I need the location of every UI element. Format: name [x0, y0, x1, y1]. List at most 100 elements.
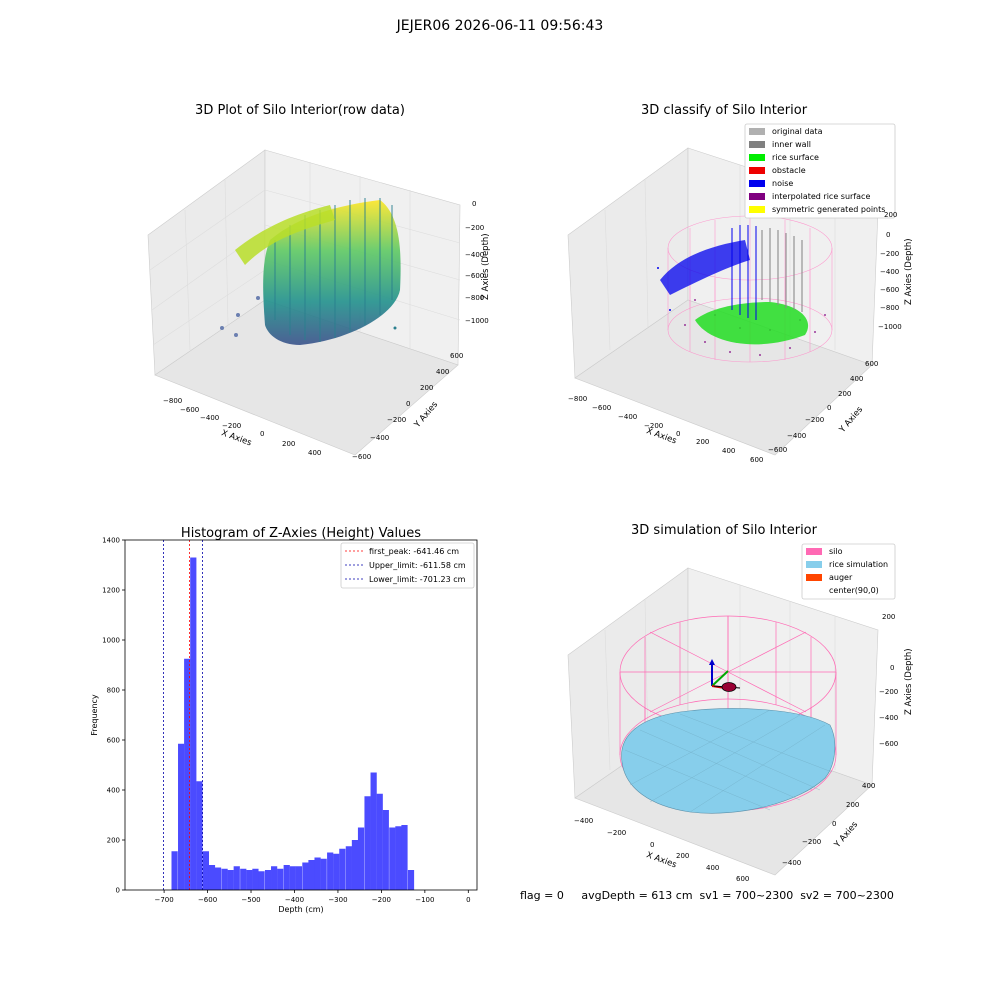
x-tick-label: −100 [415, 896, 434, 904]
raw-xtick: −600 [180, 406, 199, 414]
classify-xtick: −200 [644, 422, 663, 430]
legend-swatch [749, 206, 765, 213]
classify-xtick: −800 [568, 395, 587, 403]
simulation-ztick: −600 [879, 740, 898, 748]
classify-ztick: −600 [880, 286, 899, 294]
x-tick-label: −600 [198, 896, 217, 904]
histogram-bar [401, 825, 408, 890]
histogram-ylabel: Frequency [90, 694, 99, 736]
legend-swatch [749, 167, 765, 174]
simulation-ytick: −400 [782, 859, 801, 867]
histogram-bar [208, 865, 216, 890]
raw-ztick: −600 [465, 272, 484, 280]
classify-ztick: 200 [884, 211, 897, 219]
raw-ytick: 200 [420, 384, 433, 392]
histogram-bar [351, 840, 359, 890]
legend-swatch [749, 193, 765, 200]
histogram-bar [407, 870, 415, 890]
y-tick-label: 0 [116, 887, 120, 895]
histogram-bar [227, 870, 234, 890]
simulation-xtick: −200 [607, 829, 626, 837]
raw-xtick: −200 [222, 422, 241, 430]
histogram-bar [314, 857, 321, 890]
classify-ytick: −400 [787, 432, 806, 440]
simulation-xlabel: X Axies [645, 850, 678, 870]
classify-ztick: −400 [880, 268, 899, 276]
classify-ztick: −1000 [878, 323, 902, 331]
legend-label: center(90,0) [829, 586, 879, 595]
legend-label: rice surface [772, 153, 819, 162]
legend-swatch [806, 561, 822, 568]
raw-point-cloud [263, 200, 401, 345]
raw-xtick: 200 [282, 440, 295, 448]
histogram-bar [364, 796, 371, 890]
y-tick-label: 200 [107, 837, 120, 845]
raw-ztick: 0 [472, 200, 476, 208]
histogram-bar [357, 827, 365, 890]
x-tick-label: −200 [372, 896, 391, 904]
raw-ytick: 600 [450, 352, 463, 360]
histogram-xlabel: Depth (cm) [278, 905, 323, 914]
simulation-xtick: 400 [706, 864, 719, 872]
raw-ytick: −600 [352, 453, 371, 461]
simulation-ytick: 200 [846, 801, 859, 809]
rice-simulation-surface [621, 708, 836, 814]
histogram-bar [376, 793, 383, 890]
histogram-bar [202, 851, 210, 890]
legend-label: symmetric generated points [772, 205, 885, 214]
classify-ztick: −800 [880, 304, 899, 312]
x-tick-label: −400 [285, 896, 304, 904]
classify-ytick: −600 [768, 446, 787, 454]
legend-label: interpolated rice surface [772, 192, 870, 201]
histogram-bar [233, 866, 240, 890]
raw-ytick: 0 [406, 400, 410, 408]
legend-swatch [806, 548, 822, 555]
raw-xtick: 0 [260, 430, 264, 438]
classify-ytick: −200 [805, 416, 824, 424]
raw-ztick: −200 [465, 224, 484, 232]
histogram-bar [308, 860, 315, 890]
raw-ytick: −400 [370, 434, 389, 442]
raw-zlabel: Z Axies (Depth) [481, 233, 491, 300]
histogram-bar [382, 810, 389, 890]
classify-xtick: −600 [592, 404, 611, 412]
simulation-ztick: 0 [890, 664, 894, 672]
raw-xtick: 400 [308, 449, 321, 457]
histogram-bar [345, 846, 352, 890]
simulation-xtick: 600 [736, 875, 749, 883]
histogram-bar [252, 868, 259, 890]
classify-ztick: 0 [886, 231, 890, 239]
histogram-bar [190, 557, 197, 890]
classify-xtick: 200 [696, 438, 709, 446]
histogram-bar [240, 868, 247, 890]
simulation-xtick: 200 [676, 852, 689, 860]
y-tick-label: 1200 [102, 587, 120, 595]
histogram-bar [178, 743, 185, 890]
classify-ztick: −200 [880, 250, 899, 258]
legend-label: inner wall [772, 140, 811, 149]
simulation-plot-title: 3D simulation of Silo Interior [631, 523, 817, 538]
legend-swatch [749, 154, 765, 161]
classify-legend: original data inner wall rice surface ob… [744, 123, 896, 219]
raw-ztick: −800 [465, 294, 484, 302]
histogram-bar [327, 852, 334, 890]
histogram-bar [370, 772, 377, 890]
legend-swatch [806, 574, 822, 581]
histogram-bar [196, 781, 203, 890]
simulation-xtick: 0 [650, 841, 654, 849]
simulation-zlabel: Z Axies (Depth) [904, 648, 914, 715]
legend-label: Upper_limit: -611.58 cm [369, 561, 466, 570]
x-tick-label: −500 [241, 896, 260, 904]
classify-ylabel: Y Axies [837, 404, 865, 435]
histogram-bar [389, 827, 396, 890]
legend-label: silo [829, 547, 843, 556]
classify-xtick: 0 [676, 430, 680, 438]
legend-swatch [749, 141, 765, 148]
histogram-title: Histogram of Z-Axies (Height) Values [181, 526, 421, 541]
histogram-frame [124, 539, 478, 891]
raw-3d-plot: −800 −600 −400 −200 0 200 400 600 400 20… [147, 149, 491, 461]
classify-ytick: 600 [865, 360, 878, 368]
y-tick-label: 600 [107, 737, 120, 745]
legend-label: auger [829, 573, 853, 582]
classify-xtick: 600 [750, 456, 763, 464]
